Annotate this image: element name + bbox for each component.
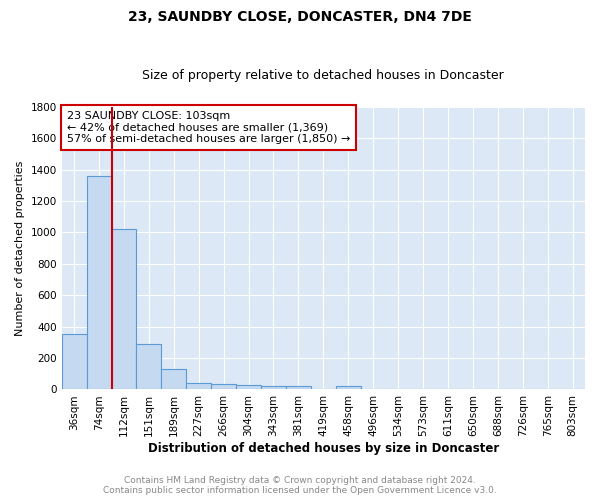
Text: 23 SAUNDBY CLOSE: 103sqm
← 42% of detached houses are smaller (1,369)
57% of sem: 23 SAUNDBY CLOSE: 103sqm ← 42% of detach… (67, 111, 350, 144)
Bar (161, 369, 186, 390)
Bar (186, 383, 211, 390)
Bar (261, 386, 286, 390)
Bar (236, 384, 261, 390)
X-axis label: Distribution of detached houses by size in Doncaster: Distribution of detached houses by size … (148, 442, 499, 455)
Bar (62, 334, 86, 390)
Bar (112, 230, 136, 390)
Bar (86, 176, 112, 390)
Bar (136, 344, 161, 390)
Bar (336, 386, 361, 390)
Title: Size of property relative to detached houses in Doncaster: Size of property relative to detached ho… (142, 69, 504, 82)
Bar (286, 386, 311, 390)
Y-axis label: Number of detached properties: Number of detached properties (15, 160, 25, 336)
Bar (211, 384, 236, 390)
Text: Contains HM Land Registry data © Crown copyright and database right 2024.
Contai: Contains HM Land Registry data © Crown c… (103, 476, 497, 495)
Text: 23, SAUNDBY CLOSE, DONCASTER, DN4 7DE: 23, SAUNDBY CLOSE, DONCASTER, DN4 7DE (128, 10, 472, 24)
